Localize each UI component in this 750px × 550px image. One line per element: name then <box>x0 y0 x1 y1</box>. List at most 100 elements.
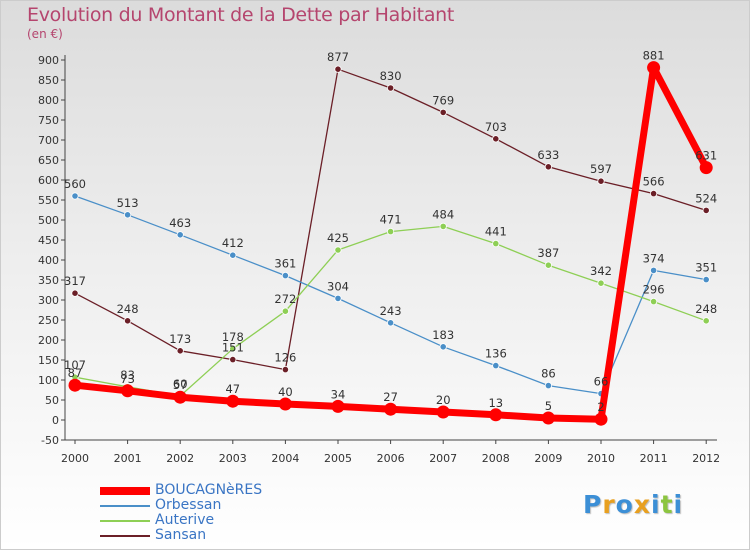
data-point-sansan <box>229 355 237 364</box>
x-tick-label: 2000 <box>61 452 89 465</box>
legend-swatch-boucagneres <box>100 486 150 495</box>
x-tick-label: 2012 <box>692 452 720 465</box>
y-tick-label: 0 <box>52 414 59 427</box>
data-point-boucagnres <box>121 384 135 398</box>
data-label-orbessan: 304 <box>327 279 349 293</box>
data-point-orbessan <box>386 319 395 327</box>
data-point-orbessan <box>176 231 184 239</box>
chart-subtitle: (en €) <box>27 27 63 41</box>
legend-label: Orbessan <box>155 497 222 513</box>
logo-letter: o <box>615 490 634 519</box>
data-label-orbessan: 86 <box>541 367 556 381</box>
data-label-sansan: 248 <box>117 302 139 316</box>
y-tick-label: 400 <box>38 254 59 267</box>
chart-title: Evolution du Montant de la Dette par Hab… <box>27 4 455 26</box>
data-point-orbessan <box>439 343 447 351</box>
data-point-orbessan <box>281 271 289 280</box>
data-point-boucagnres <box>173 390 187 404</box>
data-label-orbessan: 351 <box>695 261 717 275</box>
data-label-sansan: 317 <box>64 274 86 288</box>
data-label-auterive: 296 <box>643 283 665 297</box>
data-point-sansan <box>649 190 658 198</box>
data-point-auterive <box>439 222 447 230</box>
logo-letter: P <box>583 490 603 519</box>
data-label-auterive: 471 <box>380 213 402 227</box>
data-point-orbessan <box>702 275 710 284</box>
x-tick-label: 2011 <box>640 452 668 465</box>
data-label-boucagnres: 47 <box>225 382 240 396</box>
x-tick-label: 2001 <box>114 452 142 465</box>
data-point-orbessan <box>334 294 342 302</box>
data-point-orbessan <box>492 361 500 370</box>
x-tick-label: 2002 <box>166 452 194 465</box>
data-label-sansan: 173 <box>169 332 191 346</box>
data-point-auterive <box>229 345 237 353</box>
data-label-orbessan: 513 <box>117 196 139 210</box>
data-label-sansan: 703 <box>485 120 507 134</box>
data-label-sansan: 769 <box>432 93 454 107</box>
data-label-sansan: 151 <box>222 341 244 355</box>
data-label-auterive: 387 <box>537 246 559 260</box>
data-label-auterive: 441 <box>485 225 507 239</box>
y-tick-label: 600 <box>38 174 59 187</box>
data-label-boucagnres: 2 <box>597 400 604 414</box>
y-tick-label: 350 <box>38 274 59 287</box>
x-tick-label: 2005 <box>324 452 352 465</box>
logo-letter: i <box>651 490 661 519</box>
data-point-boucagnres <box>647 61 661 75</box>
data-label-sansan: 830 <box>380 69 402 83</box>
data-point-sansan <box>334 65 342 73</box>
data-label-auterive: 272 <box>274 292 296 306</box>
data-label-auterive: 83 <box>120 368 135 382</box>
data-label-sansan: 877 <box>327 50 349 64</box>
data-point-auterive <box>649 297 658 306</box>
data-label-orbessan: 463 <box>169 216 191 230</box>
x-tick-label: 2007 <box>429 452 457 465</box>
data-point-sansan <box>386 84 395 92</box>
data-point-orbessan <box>124 211 132 219</box>
legend-label: Auterive <box>155 512 215 528</box>
data-point-auterive <box>386 228 395 236</box>
y-tick-label: 250 <box>38 314 59 327</box>
data-label-boucagnres: 27 <box>383 390 398 404</box>
y-tick-label: 750 <box>38 114 59 127</box>
data-point-boucagnres <box>331 399 345 413</box>
logo-letter: t <box>660 490 674 519</box>
data-label-orbessan: 136 <box>485 347 507 361</box>
data-point-auterive <box>597 279 605 287</box>
y-tick-label: 700 <box>38 134 59 147</box>
legend-label: BOUCAGNèRES <box>155 482 263 498</box>
data-point-auterive <box>492 240 500 248</box>
data-label-boucagnres: 34 <box>331 387 346 401</box>
data-label-auterive: 342 <box>590 264 612 278</box>
x-tick-label: 2009 <box>534 452 562 465</box>
legend-swatch-sansan <box>100 534 150 537</box>
x-tick-label: 2006 <box>377 452 405 465</box>
data-label-auterive: 484 <box>432 207 454 221</box>
data-point-orbessan <box>229 251 237 259</box>
logo-letter: i <box>673 490 684 519</box>
y-tick-label: 300 <box>38 294 59 307</box>
y-tick-label: 150 <box>38 354 59 367</box>
data-point-orbessan <box>649 266 658 274</box>
data-point-sansan <box>281 365 289 374</box>
legend-swatch-auterive <box>100 519 150 522</box>
data-point-auterive <box>544 261 553 269</box>
data-point-boucagnres <box>384 402 398 416</box>
y-tick-label: -50 <box>41 434 59 447</box>
y-tick-label: 550 <box>38 194 59 207</box>
data-label-auterive: 178 <box>222 330 244 344</box>
logo-letter: x <box>633 490 651 519</box>
proxiti-logo: Proxiti <box>583 490 683 519</box>
data-label-sansan: 566 <box>643 175 665 189</box>
data-point-orbessan <box>544 381 553 390</box>
data-label-boucagnres: 13 <box>488 396 503 410</box>
data-point-auterive <box>702 317 710 325</box>
data-label-orbessan: 183 <box>432 328 454 342</box>
data-label-auterive: 248 <box>695 302 717 316</box>
data-label-boucagnres: 20 <box>436 393 451 407</box>
data-point-sansan <box>544 163 553 171</box>
data-point-auterive <box>334 246 342 254</box>
x-tick-label: 2004 <box>271 452 299 465</box>
